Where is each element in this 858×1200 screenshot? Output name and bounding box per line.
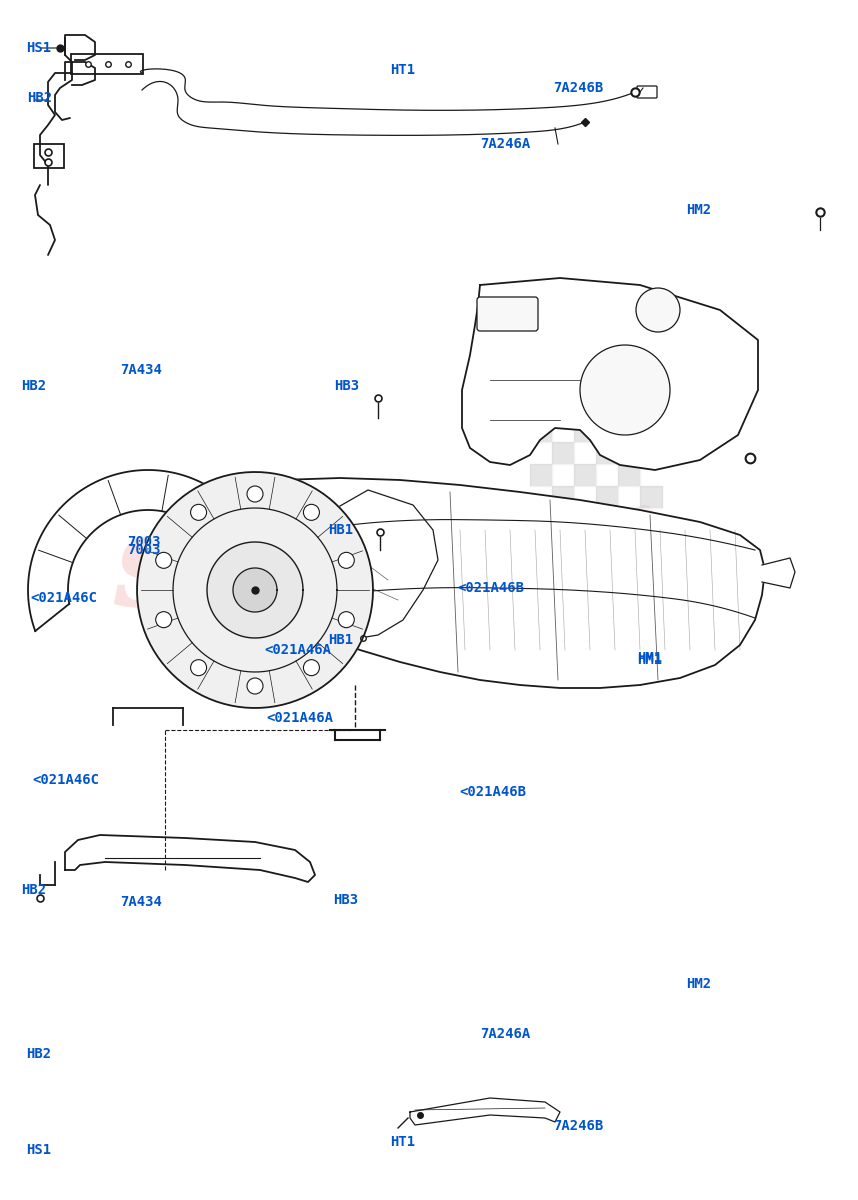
Bar [530,508,552,530]
Text: HS1: HS1 [26,1142,51,1157]
Text: 7A246A: 7A246A [480,1027,531,1042]
Polygon shape [233,568,277,612]
Text: HB2: HB2 [21,883,46,898]
Text: <021A46A: <021A46A [266,710,333,725]
Bar [640,464,662,486]
Text: HM2: HM2 [686,977,711,991]
Circle shape [155,612,172,628]
Circle shape [580,346,670,434]
Bar [552,508,574,530]
FancyBboxPatch shape [637,86,657,98]
Text: HB2: HB2 [21,379,46,394]
Text: <021A46B: <021A46B [457,581,524,595]
Text: <021A46B: <021A46B [459,785,526,799]
Circle shape [190,504,207,521]
Text: HM2: HM2 [686,203,711,217]
Bar [596,420,618,442]
Bar [530,464,552,486]
Bar [618,464,640,486]
Text: 7003: 7003 [127,535,160,550]
Text: HM1: HM1 [637,653,662,667]
Polygon shape [762,558,795,588]
Text: HT1: HT1 [390,62,415,77]
Bar [596,464,618,486]
Circle shape [247,678,263,694]
Bar [574,464,596,486]
Bar [596,442,618,464]
Bar [530,442,552,464]
Bar [596,508,618,530]
Text: 7A246A: 7A246A [480,137,531,151]
Polygon shape [168,478,765,688]
Bar [640,420,662,442]
Text: 7003: 7003 [127,542,160,557]
Bar [574,508,596,530]
Text: HS1: HS1 [26,41,51,55]
Bar [596,486,618,508]
Text: HM1: HM1 [637,650,662,665]
Text: HB1: HB1 [328,523,353,538]
Text: 7A246B: 7A246B [553,1118,604,1133]
Circle shape [636,288,680,332]
Text: HB3: HB3 [333,893,358,907]
Bar [552,420,574,442]
Text: c a r   p a r t s: c a r p a r t s [302,623,556,658]
FancyBboxPatch shape [71,54,143,74]
Bar [640,442,662,464]
Bar [530,420,552,442]
Text: HT1: HT1 [390,1135,415,1150]
FancyBboxPatch shape [34,144,64,168]
Circle shape [338,552,354,569]
Bar [640,508,662,530]
Polygon shape [298,490,438,640]
Bar [552,464,574,486]
Text: <021A46A: <021A46A [264,643,331,658]
Bar [618,442,640,464]
Bar [530,486,552,508]
Circle shape [304,660,319,676]
Text: 7A434: 7A434 [120,895,162,910]
Polygon shape [137,472,373,708]
Bar [552,442,574,464]
Text: <021A46C: <021A46C [30,590,97,605]
FancyBboxPatch shape [477,296,538,331]
Bar [552,486,574,508]
Circle shape [155,552,172,569]
Polygon shape [65,835,315,882]
Bar [618,420,640,442]
Circle shape [304,504,319,521]
Text: HB2: HB2 [26,1046,51,1061]
Polygon shape [410,1098,560,1126]
Bar [574,442,596,464]
Text: HB3: HB3 [335,379,360,394]
Text: <021A46C: <021A46C [33,773,100,787]
Polygon shape [28,470,268,631]
Bar [574,486,596,508]
Circle shape [247,486,263,502]
Text: HB2: HB2 [27,91,52,106]
Circle shape [338,612,354,628]
Polygon shape [207,542,303,638]
Text: 7A434: 7A434 [120,362,162,377]
Circle shape [190,660,207,676]
Text: 7A246B: 7A246B [553,80,604,95]
Bar [618,486,640,508]
Bar [618,508,640,530]
Polygon shape [462,278,758,470]
Text: scuderia: scuderia [113,505,745,635]
Bar [640,486,662,508]
Text: HB1: HB1 [328,632,353,647]
Bar [574,420,596,442]
